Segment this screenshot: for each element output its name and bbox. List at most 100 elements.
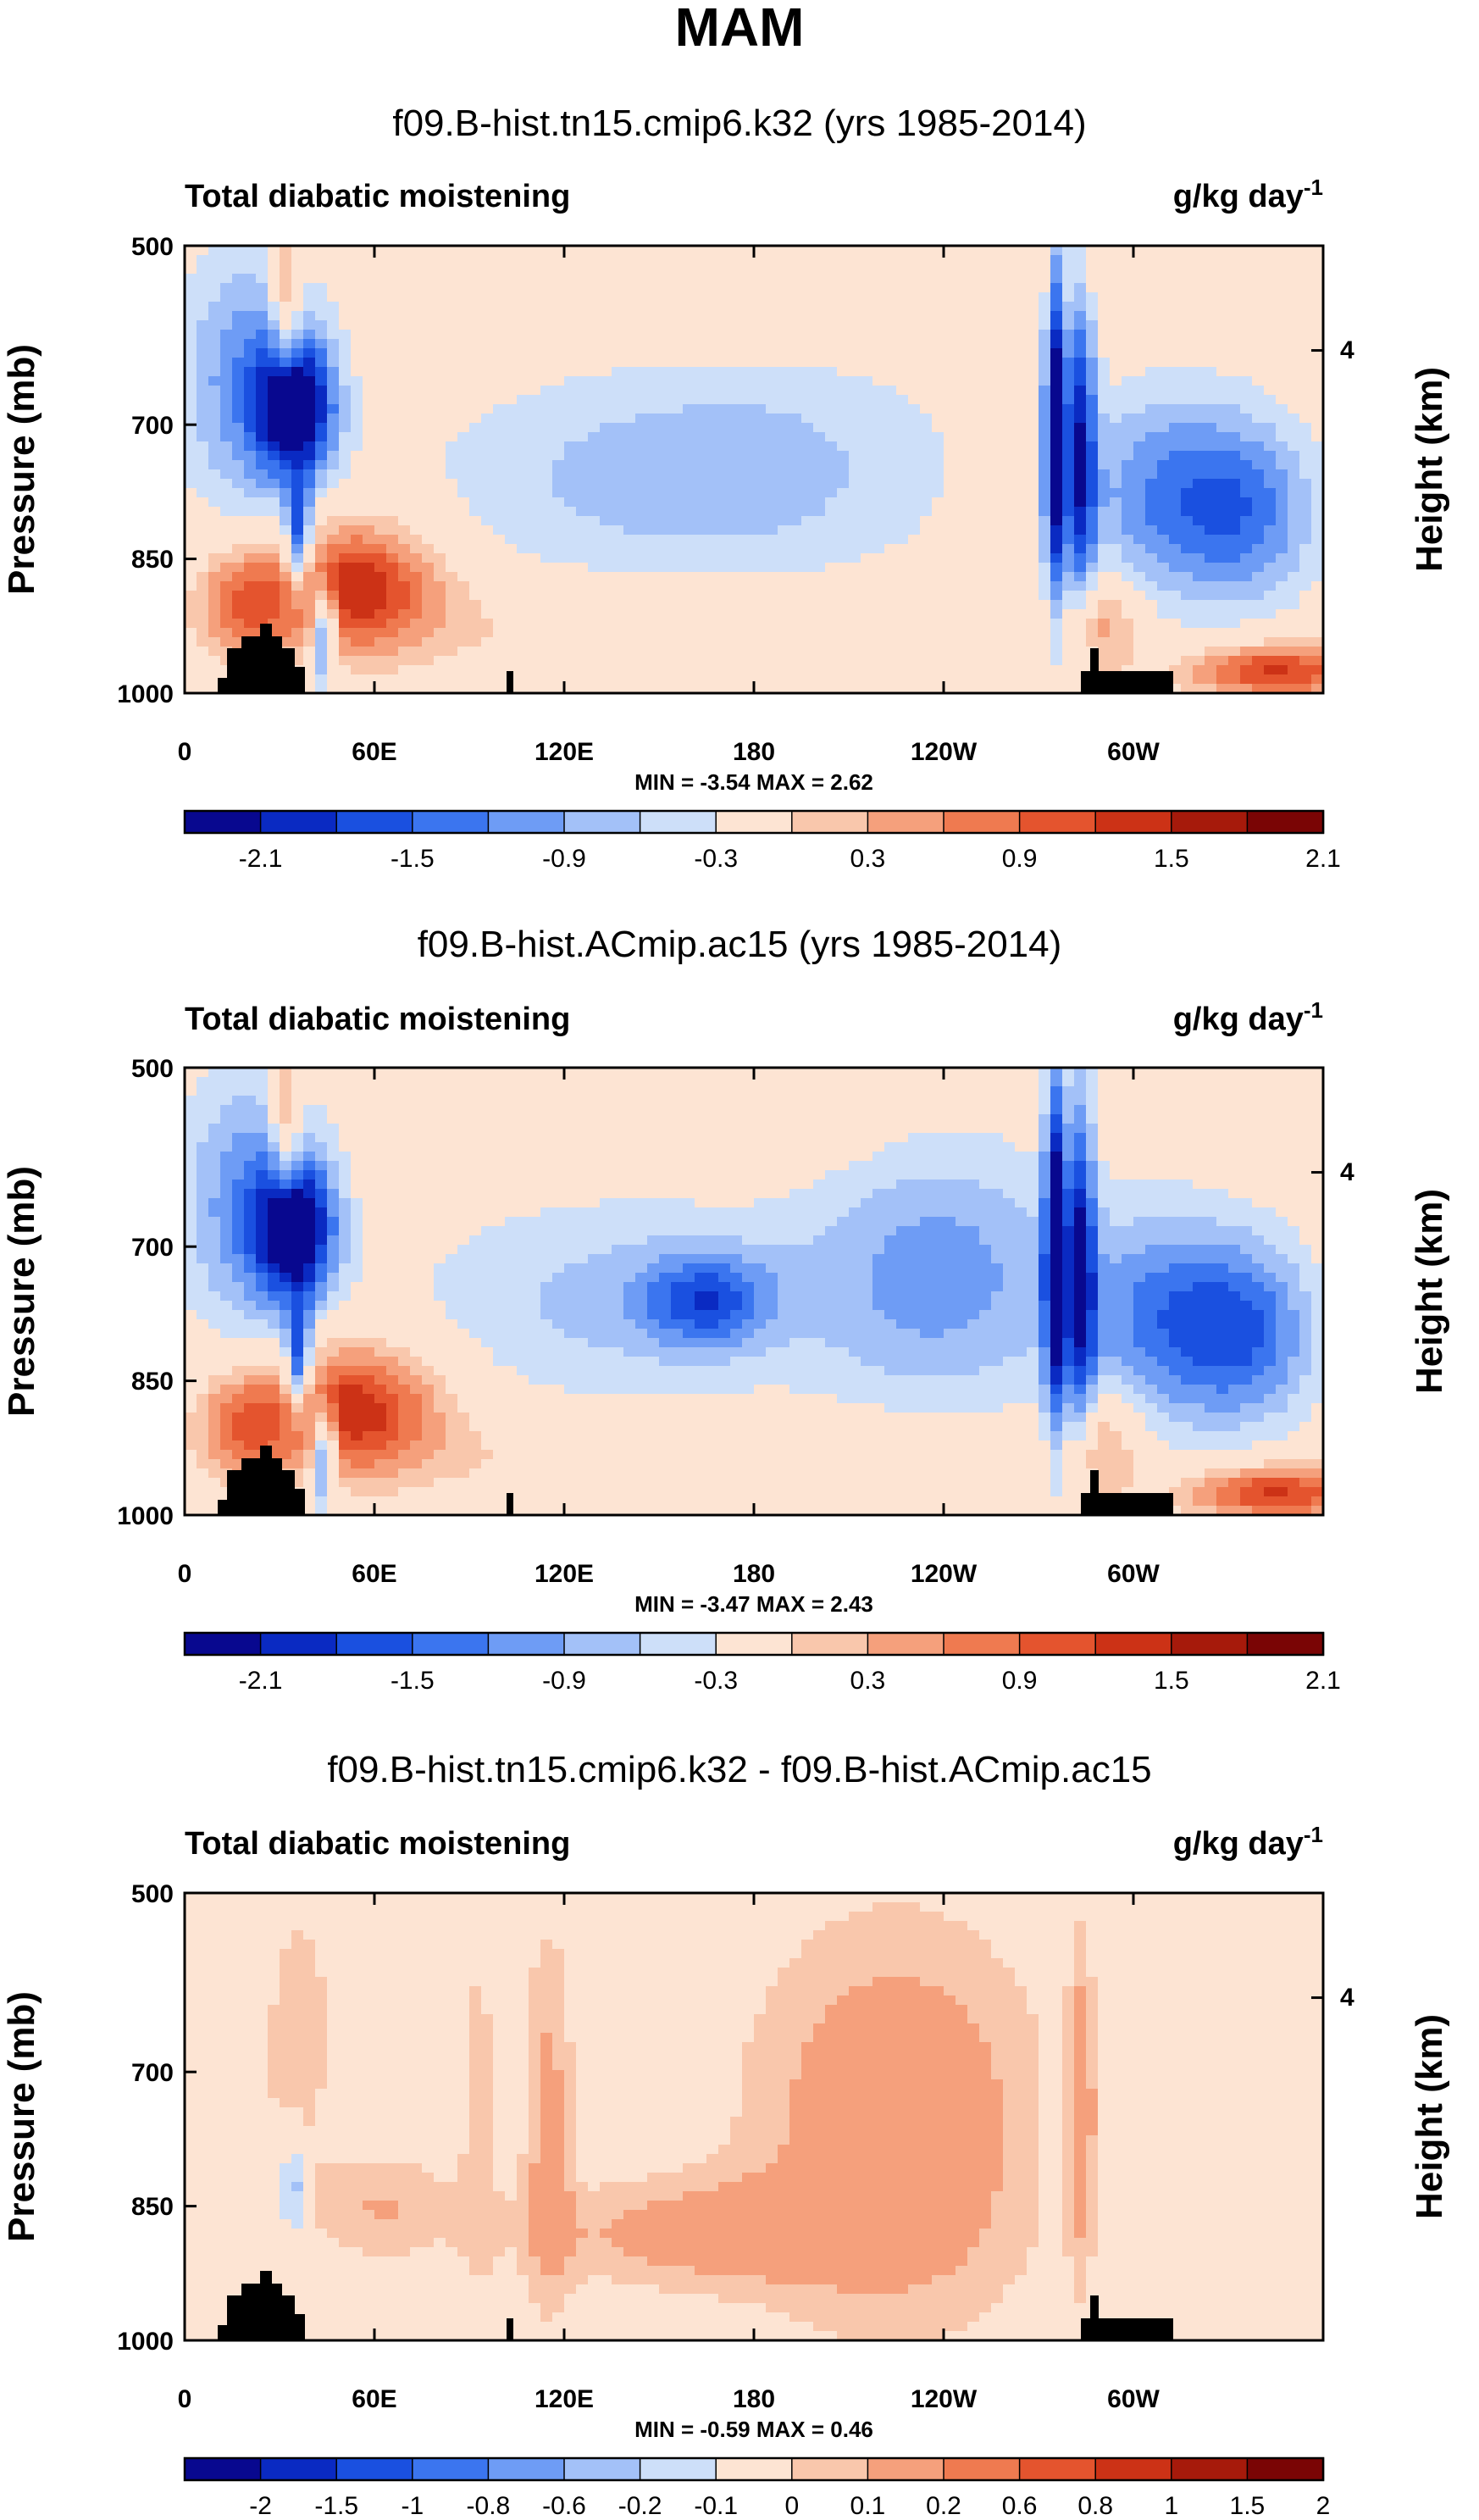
- panel-1-field-cell: [801, 283, 814, 293]
- panel-1-field-cell: [872, 507, 885, 517]
- panel-1-field-cell: [1039, 451, 1051, 461]
- panel-1-field-cell: [1110, 497, 1122, 508]
- panel-2-field-cell: [1110, 1086, 1122, 1096]
- panel-1-field-cell: [979, 647, 992, 657]
- panel-2-field-cell: [517, 1096, 529, 1106]
- panel-1-field-cell: [683, 395, 695, 405]
- panel-1-field-cell: [1015, 432, 1028, 442]
- panel-2-field-cell: [861, 1086, 873, 1096]
- panel-2-field-cell: [695, 1068, 707, 1078]
- panel-1-field-cell: [291, 348, 304, 358]
- panel-1-field-cell: [363, 339, 375, 349]
- panel-1-field-cell: [339, 497, 352, 508]
- panel-1-field-cell: [529, 544, 541, 554]
- panel-1-field-cell: [197, 516, 209, 526]
- panel-1-field-cell: [730, 656, 743, 666]
- panel-1-field-cell: [576, 637, 589, 647]
- panel-1-field-cell: [197, 264, 209, 275]
- panel-1-field-cell: [920, 255, 933, 265]
- panel-1-field-cell: [1110, 376, 1122, 386]
- panel-1-field-cell: [327, 674, 340, 685]
- panel-1-field-cell: [861, 414, 873, 424]
- panel-1-field-cell: [434, 628, 446, 638]
- panel-1-field-cell: [1074, 507, 1087, 517]
- panel-1-field-cell: [1311, 619, 1324, 629]
- panel-1-field-cell: [1181, 311, 1194, 321]
- panel-1-field-cell: [1264, 656, 1277, 666]
- panel-1-field-cell: [1015, 525, 1028, 536]
- panel-1-field-cell: [837, 432, 850, 442]
- panel-1-field-cell: [861, 600, 873, 610]
- panel-1-field-cell: [1110, 274, 1122, 284]
- panel-1-field-cell: [837, 330, 850, 340]
- panel-1-field-cell: [600, 572, 612, 582]
- panel-1-field-cell: [374, 451, 387, 461]
- panel-1-field-cell: [1288, 684, 1300, 694]
- panel-1-field-cell: [315, 684, 328, 694]
- panel-1-field-cell: [1288, 469, 1300, 480]
- panel-1-field-cell: [1098, 628, 1111, 638]
- panel-1-field-cell: [612, 264, 624, 275]
- panel-1-field-cell: [1003, 628, 1016, 638]
- panel-1-field-cell: [825, 283, 838, 293]
- panel-1-field-cell: [197, 441, 209, 452]
- panel-1-field-cell: [315, 274, 328, 284]
- panel-1-field-cell: [789, 507, 802, 517]
- panel-1-field-cell: [1003, 525, 1016, 536]
- panel-1-field-cell: [908, 348, 921, 358]
- panel-1-field-cell: [896, 358, 909, 368]
- panel-1-field-cell: [208, 423, 221, 433]
- panel-1-field-cell: [1062, 283, 1075, 293]
- panel-1-field-cell: [576, 647, 589, 657]
- panel-1-field-cell: [801, 255, 814, 265]
- panel-1-field-cell: [612, 628, 624, 638]
- panel-1-field-cell: [1216, 264, 1229, 275]
- panel-1-field-cell: [220, 665, 233, 675]
- panel-1-field-cell: [695, 553, 707, 563]
- panel-1-field-cell: [991, 469, 1004, 480]
- panel-1-field-cell: [208, 367, 221, 377]
- panel-1-field-cell: [766, 386, 778, 396]
- panel-2-field-cell: [813, 1068, 826, 1078]
- panel-1-field-cell: [315, 553, 328, 563]
- panel-1-field-cell: [1252, 255, 1265, 265]
- panel-1-field-cell: [813, 497, 826, 508]
- panel-1-field-cell: [659, 656, 672, 666]
- panel-1-field-cell: [469, 292, 482, 303]
- panel-1-field-cell: [908, 292, 921, 303]
- panel-1-field-cell: [291, 507, 304, 517]
- panel-1-field-cell: [280, 367, 292, 377]
- panel-1-colorbar-label: -0.3: [694, 845, 738, 873]
- panel-1-colorbar-outline: [183, 809, 1325, 835]
- panel-1-field-cell: [339, 386, 352, 396]
- panel-1-field-cell: [801, 320, 814, 330]
- panel-1-field-cell: [635, 609, 648, 619]
- panel-1-field-cell: [1169, 674, 1182, 685]
- panel-1-field-cell: [1110, 553, 1122, 563]
- panel-1-field-cell: [872, 404, 885, 414]
- panel-1-field-cell: [208, 386, 221, 396]
- panel-1-field-cell: [730, 367, 743, 377]
- panel-1-field-cell: [908, 274, 921, 284]
- panel-1-topography: [218, 624, 1173, 693]
- panel-1-field-cell: [197, 637, 209, 647]
- panel-1-field-cell: [540, 628, 553, 638]
- panel-1-field-cell: [1027, 302, 1039, 312]
- panel-1-field-cell: [967, 525, 980, 536]
- panel-1-field-cell: [517, 451, 529, 461]
- panel-2-field-cell: [600, 1086, 612, 1096]
- panel-1-field-cell: [612, 581, 624, 591]
- panel-1-field-cell: [884, 479, 897, 489]
- panel-1-field-cell: [718, 292, 731, 303]
- panel-1-field-cell: [1074, 479, 1087, 489]
- panel-1-field-cell: [884, 432, 897, 442]
- panel-1-field-cell: [956, 414, 968, 424]
- panel-1-field-cell: [315, 637, 328, 647]
- panel-1-field-cell: [1264, 609, 1277, 619]
- panel-1-field-cell: [979, 516, 992, 526]
- panel-1-field-cell: [220, 516, 233, 526]
- panel-1-field-cell: [220, 525, 233, 536]
- panel-1-field-cell: [1216, 246, 1229, 256]
- panel-1-field-cell: [244, 386, 257, 396]
- panel-1-field-cell: [552, 264, 565, 275]
